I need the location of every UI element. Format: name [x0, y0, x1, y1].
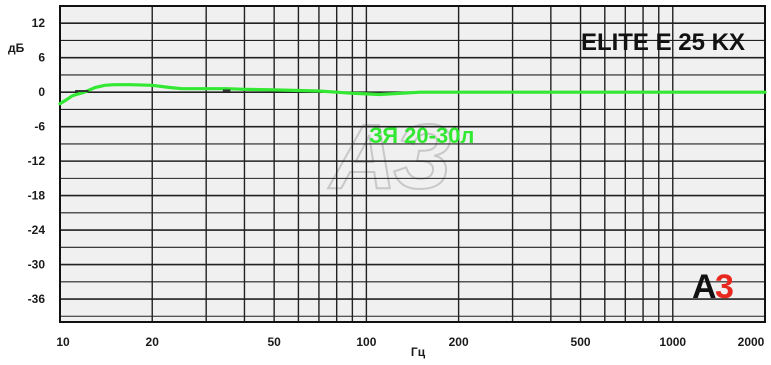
series-point: [419, 91, 422, 93]
series-point: [59, 102, 61, 105]
series-layer: [58, 83, 767, 106]
series-line-0: [58, 83, 767, 106]
a3-logo: A3: [692, 268, 734, 306]
series-point: [335, 91, 338, 93]
series-point: [579, 91, 582, 93]
x-tick-label: 500: [571, 335, 591, 349]
plot-frame: [59, 5, 766, 323]
x-tick-label: 200: [449, 335, 469, 349]
y-tick-label: -6: [34, 120, 45, 134]
series-point: [71, 94, 74, 97]
series-point: [181, 87, 183, 90]
x-axis-label: Гц: [411, 345, 426, 359]
y-tick-label: -30: [28, 258, 46, 272]
y-tick-label: 0: [38, 85, 45, 99]
plot-area: [60, 6, 765, 322]
x-tick-label: 2000: [738, 335, 765, 349]
series-point: [113, 83, 115, 86]
series-point: [378, 93, 380, 96]
x-tick-label: 50: [267, 335, 281, 349]
series-point: [273, 89, 275, 91]
x-tick-label: 10: [56, 335, 70, 349]
x-axis-ticks: 10 20 50 100 200 500 1000 2000: [56, 335, 764, 349]
x-tick-label: 20: [146, 335, 160, 349]
y-tick-label: -36: [28, 292, 46, 306]
logo-letter-a: A: [692, 268, 717, 306]
series-point: [671, 91, 674, 93]
y-tick-label: -18: [28, 189, 46, 203]
series-point: [318, 90, 320, 92]
series-point: [225, 87, 228, 90]
series-point: [365, 93, 368, 95]
series-point: [297, 89, 300, 92]
x-tick-label: 100: [356, 335, 376, 349]
y-tick-label: -12: [28, 154, 46, 168]
series-point: [151, 84, 154, 87]
chart-title: ELITE E 25 KX: [581, 29, 745, 56]
series-point: [457, 91, 460, 93]
series-point: [103, 84, 106, 87]
series-point: [351, 92, 354, 95]
series-point: [389, 93, 392, 95]
y-axis-label: дБ: [8, 41, 25, 55]
y-axis-ticks: 12 6 0 -6 -12 -18 -24 -30 -36: [28, 16, 46, 306]
watermark-logo: АЗ: [327, 105, 453, 209]
series-point: [94, 86, 96, 89]
x-tick-label: 1000: [659, 335, 686, 349]
series-point: [511, 91, 514, 93]
series-point: [205, 87, 207, 90]
y-tick-label: -24: [28, 223, 46, 237]
watermark-text: АЗ: [328, 106, 452, 208]
series-point: [170, 86, 172, 89]
series-label: ЗЯ 20-30л: [369, 123, 474, 148]
y-tick-label: 6: [38, 51, 45, 65]
logo-digit-3: 3: [715, 268, 734, 306]
series-point: [764, 91, 766, 93]
series-point: [129, 83, 132, 86]
series-point: [243, 88, 246, 91]
y-tick-label: 12: [32, 16, 46, 30]
series-point: [65, 98, 68, 101]
